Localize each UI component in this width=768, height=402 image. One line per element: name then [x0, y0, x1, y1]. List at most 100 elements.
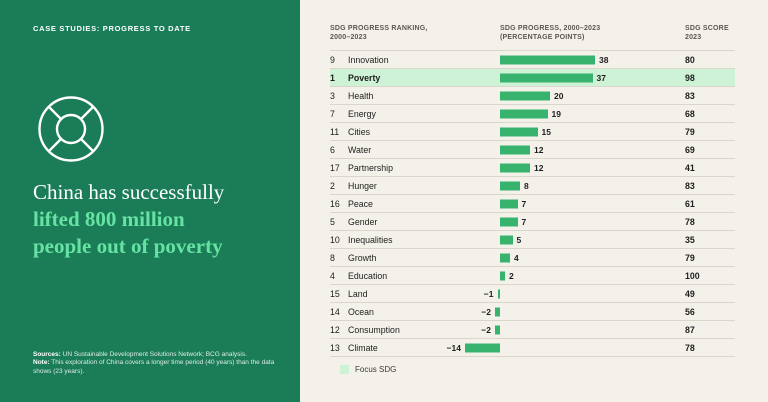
sdg-rank: 1: [330, 72, 335, 83]
sdg-name: Innovation: [348, 54, 389, 65]
sdg-score: 79: [685, 126, 695, 137]
progress-bar-cell: 2: [455, 267, 685, 284]
sdg-score: 87: [685, 324, 695, 335]
sdg-rank: 9: [330, 54, 335, 65]
progress-value: −1: [483, 288, 494, 299]
sdg-score: 49: [685, 288, 695, 299]
progress-value: 2: [509, 270, 514, 281]
progress-value: 19: [551, 108, 561, 119]
sdg-score: 100: [685, 270, 700, 281]
sources-line: Sources: UN Sustainable Development Solu…: [33, 351, 281, 360]
progress-value: −14: [446, 342, 461, 353]
progress-value: −2: [481, 324, 491, 335]
sdg-score: 78: [685, 216, 695, 227]
progress-value: 8: [524, 180, 529, 191]
note-line: Note: This exploration of China covers a…: [33, 359, 281, 376]
sdg-name: Gender: [348, 216, 378, 227]
progress-bar: [500, 163, 530, 172]
table-row: 7 Energy 19 68: [330, 105, 735, 123]
sdg-name: Education: [348, 270, 388, 281]
left-panel: CASE STUDIES: PROGRESS TO DATE China has…: [0, 0, 300, 402]
progress-bar: [500, 91, 550, 100]
progress-bar-cell: 4: [455, 249, 685, 266]
progress-bar: [500, 73, 593, 82]
sdg-score: 78: [685, 342, 695, 353]
table-row: 5 Gender 7 78: [330, 213, 735, 231]
sdg-score: 56: [685, 306, 695, 317]
sdg-name: Climate: [348, 342, 378, 353]
sdg-rank: 5: [330, 216, 335, 227]
legend-label: Focus SDG: [355, 365, 397, 374]
sdg-rank: 16: [330, 198, 340, 209]
table-row: 1 Poverty 37 98: [330, 69, 735, 87]
lifebuoy-icon-svg: [38, 96, 104, 162]
table-row: 9 Innovation 38 80: [330, 51, 735, 69]
headline-green-line2: people out of poverty: [33, 234, 223, 258]
table-row: 14 Ocean −2 56: [330, 303, 735, 321]
progress-bar: [500, 235, 513, 244]
sdg-score: 79: [685, 252, 695, 263]
sdg-score: 61: [685, 198, 695, 209]
sdg-name: Inequalities: [348, 234, 393, 245]
headline: China has successfully lifted 800 millio…: [33, 179, 272, 260]
table-row: 17 Partnership 12 41: [330, 159, 735, 177]
sdg-name: Ocean: [348, 306, 374, 317]
progress-bar-cell: 12: [455, 141, 685, 158]
table-row: 16 Peace 7 61: [330, 195, 735, 213]
progress-value: 20: [554, 90, 564, 101]
sdg-name: Consumption: [348, 324, 400, 335]
progress-bar-cell: −1: [455, 285, 685, 302]
progress-value: 37: [596, 72, 606, 83]
progress-bar: [500, 145, 530, 154]
progress-bar-cell: 37: [455, 69, 685, 86]
progress-bar: [465, 343, 500, 352]
lifebuoy-icon: [35, 93, 272, 165]
progress-value: 5: [516, 234, 522, 245]
progress-bar-cell: −14: [447, 339, 685, 356]
sdg-name: Hunger: [348, 180, 377, 191]
sdg-score: 98: [685, 72, 695, 83]
sdg-name: Health: [348, 90, 374, 101]
sdg-rank: 4: [330, 270, 335, 281]
progress-value: 7: [521, 216, 527, 227]
progress-value: 12: [534, 144, 544, 155]
progress-bar-cell: 5: [455, 231, 685, 248]
sdg-rank: 15: [330, 288, 340, 299]
progress-bar-cell: 20: [455, 87, 685, 104]
table-row: 4 Education 2 100: [330, 267, 735, 285]
sdg-score: 41: [685, 162, 695, 173]
header-score: SDG SCORE 2023: [685, 25, 729, 41]
footnotes: Sources: UN Sustainable Development Solu…: [33, 351, 281, 377]
sdg-name: Peace: [348, 198, 373, 209]
progress-bar-cell: 7: [455, 195, 685, 212]
sdg-score: 80: [685, 54, 695, 65]
sdg-name: Growth: [348, 252, 377, 263]
progress-value: 4: [514, 252, 519, 263]
eyebrow-title: CASE STUDIES: PROGRESS TO DATE: [33, 24, 191, 33]
sdg-score: 35: [685, 234, 695, 245]
progress-bar-cell: 12: [455, 159, 685, 176]
progress-bar: [500, 199, 518, 208]
table-row: 11 Cities 15 79: [330, 123, 735, 141]
sdg-rank: 17: [330, 162, 340, 173]
progress-bar: [500, 109, 548, 118]
sources-text: UN Sustainable Development Solutions Net…: [60, 350, 247, 358]
sdg-name: Water: [348, 144, 372, 155]
sdg-name: Poverty: [348, 72, 381, 83]
headline-green-line1: lifted 800 million: [33, 207, 185, 231]
progress-bar-cell: −2: [455, 321, 685, 338]
legend: Focus SDG: [340, 365, 735, 374]
focus-sdg-swatch-icon: [340, 365, 349, 374]
sdg-name: Energy: [348, 108, 376, 119]
progress-value: 12: [534, 162, 544, 173]
table-row: 6 Water 12 69: [330, 141, 735, 159]
sdg-score: 69: [685, 144, 695, 155]
sdg-rank: 3: [330, 90, 335, 101]
progress-bar-cell: 7: [455, 213, 685, 230]
progress-bar: [500, 55, 595, 64]
table-row: 3 Health 20 83: [330, 87, 735, 105]
table-row: 12 Consumption −2 87: [330, 321, 735, 339]
header-ranking: SDG PROGRESS RANKING, 2000–2023: [330, 25, 428, 41]
progress-bar-cell: 19: [455, 105, 685, 122]
